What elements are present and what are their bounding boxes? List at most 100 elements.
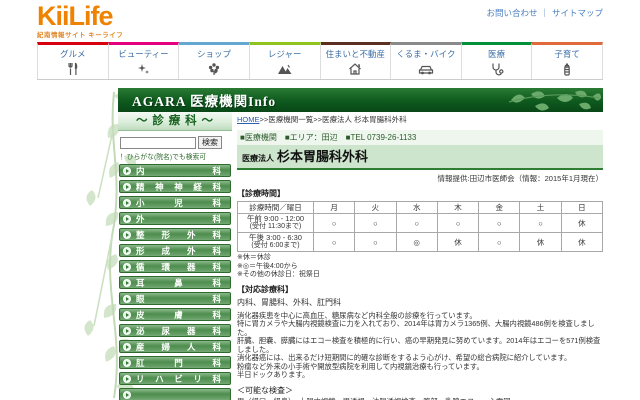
sidebar-item-rehabili[interactable]: リハビリ科 [119,372,231,385]
nav-tab-label: ショップ [197,49,232,59]
description-line: 肝臓、胆嚢、膵臓にはエコー検査を積極的に行い、癌の早期発見に努めています。201… [237,336,601,354]
arrow-circle-icon [123,214,131,223]
sidebar-item-naika[interactable]: 内科 [119,164,231,177]
site-logo[interactable]: KiiLife 紀南情報サイト キーライフ [37,1,124,40]
nav-tab-shop[interactable]: ショップ [179,42,250,79]
timeslot-cell: 午後 3:00 - 6:30 (受付 6:00まで) [237,232,314,252]
arrow-circle-icon [123,294,131,303]
sidebar-item-shonika[interactable]: 小児科 [119,196,231,209]
sidebar-item-partial[interactable] [119,388,231,400]
contact-link[interactable]: お問い合わせ [486,8,538,18]
sidebar-item-geka[interactable]: 外科 [119,212,231,225]
table-row: 午前 9:00 - 12:00 (受付 11:30まで) ○ ○ ○ ○ ○ ○ … [237,213,604,233]
clinic-title-bar: 医療法人 杉本胃腸科外科 [237,145,603,170]
hours-cell: ○ [436,213,480,233]
day-header: 木 [436,201,480,214]
info-provider-note: 情報提供:田辺市医師会（情報：2015年1月現在） [437,174,603,183]
footnote: ※休＝休診 [237,254,271,261]
clinic-description: 消化器疾患を中心に高血圧、糖尿病など内科全般の診療を行っています。 特に胃カメラ… [237,311,603,380]
day-header: 日 [560,201,604,214]
arrow-circle-icon [123,262,131,271]
exams-section-label: ＜可能な検査＞ [237,385,293,395]
sidebar-item-keisei[interactable]: 形成外科 [119,244,231,257]
hours-cell: ○ [478,213,521,233]
hours-cell: ◎ [395,232,438,252]
hours-cell: ○ [395,213,438,233]
arrow-circle-icon [123,390,131,399]
day-header: 金 [478,201,521,214]
day-header: 月 [312,201,356,214]
sidebar-search: 検索 [120,136,230,149]
arrow-circle-icon [123,182,131,191]
search-input[interactable] [120,136,196,149]
facility-meta-bar: ■医療機関 ■エリア：田辺 ■TEL 0739-26-1133 [237,130,603,145]
baby-bottle-icon [560,61,574,77]
sidebar-item-seishin[interactable]: 精神神経科 [119,180,231,193]
description-line: 半日ドックあります。 [237,370,310,379]
timeslot-cell: 午前 9:00 - 12:00 (受付 11:30まで) [237,213,314,233]
arrow-circle-icon [123,198,131,207]
nav-tab-car[interactable]: くるま・バイク [391,42,462,79]
hours-cell: 休 [519,232,562,252]
arrow-circle-icon [123,246,131,255]
table-row: 午後 3:00 - 6:30 (受付 6:00まで) ○ ○ ◎ 休 ○ 休 休 [237,232,604,252]
nav-tab-gourmet[interactable]: グルメ [37,42,109,79]
logo-text[interactable]: KiiLife [37,1,114,31]
nav-tab-housing[interactable]: 住まいと不動産 [320,42,392,79]
sidebar-section-title: ～ 診 療 科 ～ [118,112,232,131]
hours-cell: 休 [560,213,604,233]
nav-tab-label: くるま・バイク [396,49,456,59]
search-button[interactable]: 検索 [198,136,222,149]
description-line: 消化器癌には、出来るだけ短期間に的確な診断をするよう心がけ、希望の総合病院に紹介… [237,353,572,362]
breadcrumb-trail: >>医療機関一覧>>医療法人 杉本胃腸科外科 [259,115,407,124]
sidebar-item-sanfujinka[interactable]: 産婦人科 [119,340,231,353]
sparkle-icon [136,61,150,77]
exams-list: 胃（経口・経鼻）・大腸内視鏡、胃透視・注腸透視検査、腹部・乳腺エコー、心電図 [237,397,603,400]
nav-tab-beauty[interactable]: ビューティー [108,42,180,79]
arrow-circle-icon [123,166,131,175]
nav-tab-label: ビューティー [118,49,169,59]
house-icon [348,61,362,77]
nav-tab-leisure[interactable]: レジャー [249,42,321,79]
sidebar-item-ganka[interactable]: 眼科 [119,292,231,305]
page-title: 杉本胃腸科外科 [277,149,369,164]
hours-footnotes: ※休＝休診 ※◎＝午後4:00から ※その他の休診日：祝祭日 [237,254,603,280]
banner-title: AGARA 医療機関Info [132,94,277,109]
sitemap-link[interactable]: サイトマップ [551,8,603,18]
nav-tab-childcare[interactable]: 子育て [532,42,603,79]
hours-cell: ○ [354,232,397,252]
arrow-circle-icon [123,278,131,287]
hours-cell: 休 [560,232,604,252]
hours-cell: ○ [312,232,356,252]
breadcrumb-home-link[interactable]: HOME [237,115,260,124]
arrow-circle-icon [123,326,131,335]
sidebar-item-junkanki[interactable]: 循環器科 [119,260,231,273]
consultation-hours-table: 診療時間／曜日 月 火 水 木 金 土 日 午前 9:00 - 12:00 (受付… [237,201,604,252]
hours-corner-cell: 診療時間／曜日 [237,201,314,214]
arrow-circle-icon [123,374,131,383]
site-tagline: 紀南情報サイト キーライフ [37,32,124,39]
clinic-title-prefix: 医療法人 [242,154,274,163]
sidebar-item-seikei[interactable]: 整形外科 [119,228,231,241]
day-header: 水 [395,201,438,214]
arrow-circle-icon [123,342,131,351]
footnote: ※その他の休診日：祝祭日 [237,271,320,278]
stethoscope-icon [490,61,504,77]
banner-leaf-decoration [501,88,601,112]
sidebar-item-hinyokika[interactable]: 泌尿器科 [119,324,231,337]
hours-cell: ○ [354,213,397,233]
header-utility-links: お問い合わせ｜サイトマップ [486,7,603,19]
hours-cell: ○ [478,232,521,252]
mountain-icon [277,61,293,77]
nav-tab-medical[interactable]: 医療 [461,42,533,79]
sidebar-item-hifuka[interactable]: 皮膚科 [119,308,231,321]
departments-section-label: 【対応診療科】 [237,284,293,294]
hours-section-label: 【診療時間】 [237,189,285,198]
sidebar-item-jibika[interactable]: 耳鼻科 [119,276,231,289]
sidebar-item-komonka[interactable]: 肛門科 [119,356,231,369]
search-hint: ！ひらがな(院名)でも検索可 [120,154,207,161]
link-separator: ｜ [540,8,549,18]
day-header: 火 [354,201,397,214]
day-header: 土 [519,201,562,214]
